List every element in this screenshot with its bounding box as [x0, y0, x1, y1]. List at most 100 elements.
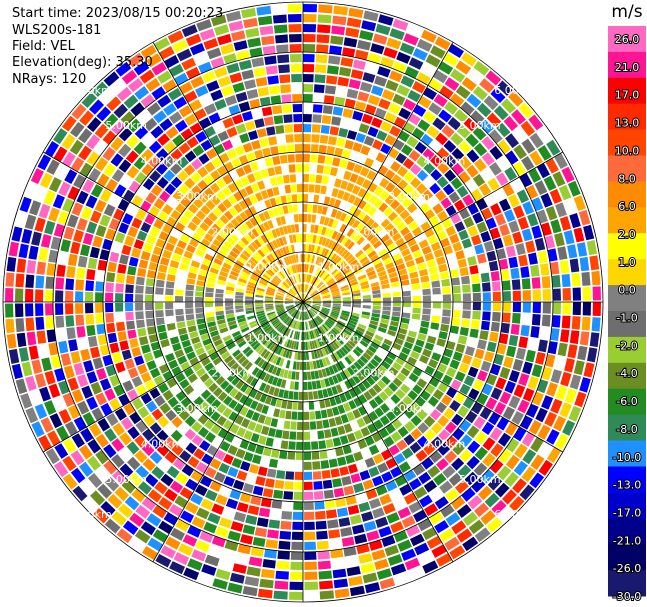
field-name: Field: VEL	[12, 39, 75, 54]
range-gate	[573, 195, 586, 211]
range-gate	[457, 464, 472, 478]
range-gate	[530, 437, 544, 453]
range-gate	[447, 117, 462, 131]
range-gate	[512, 478, 527, 494]
range-gate	[328, 229, 335, 238]
range-gate	[482, 292, 491, 302]
range-gate	[352, 299, 361, 302]
range-gate	[487, 476, 503, 491]
range-gate	[462, 511, 478, 526]
range-gate	[381, 375, 391, 385]
range-gate	[380, 318, 390, 325]
range-gate	[310, 371, 316, 380]
range-gate	[388, 366, 399, 376]
range-gate	[337, 278, 346, 284]
range-gate	[507, 194, 520, 208]
range-gate	[438, 331, 448, 340]
range-gate	[415, 449, 428, 462]
range-gate	[303, 264, 305, 272]
range-gate	[421, 457, 434, 470]
range-gate	[505, 150, 519, 165]
range-gate	[482, 282, 491, 292]
range-gate	[383, 206, 393, 217]
range-gate	[351, 287, 360, 292]
range-gate	[324, 429, 332, 439]
range-gate	[360, 368, 369, 378]
range-gate	[463, 117, 478, 132]
range-gate	[365, 488, 378, 500]
range-gate	[456, 528, 473, 543]
range-gate	[543, 175, 557, 191]
range-gate	[455, 85, 471, 100]
range-gate	[417, 119, 431, 132]
range-gate	[337, 320, 346, 326]
range-gate	[309, 174, 316, 183]
range-gate	[384, 544, 399, 557]
range-gate	[480, 320, 490, 331]
range-gate	[437, 443, 451, 456]
range-gate	[324, 378, 331, 387]
range-gate	[330, 35, 344, 45]
range-gate	[343, 267, 352, 275]
range-gate	[303, 194, 309, 203]
range-gate	[346, 273, 355, 280]
range-gate	[391, 406, 402, 417]
range-gate	[320, 185, 327, 195]
range-gate	[412, 48, 428, 61]
range-gate	[398, 130, 410, 143]
range-gate	[372, 240, 382, 249]
range-gate	[363, 333, 373, 341]
range-gate	[465, 346, 475, 357]
range-gate	[444, 154, 457, 168]
range-gate	[310, 275, 315, 284]
range-gate	[331, 328, 339, 336]
range-gate	[346, 228, 355, 237]
range-gate	[383, 386, 394, 397]
range-gate	[317, 315, 324, 322]
range-gate	[324, 275, 332, 282]
range-gate	[311, 307, 319, 313]
range-gate	[324, 261, 331, 270]
range-gate	[417, 422, 429, 434]
range-gate	[451, 413, 464, 426]
range-gate	[440, 197, 452, 209]
range-gate	[306, 264, 309, 273]
range-gate	[368, 399, 379, 409]
range-gate	[452, 427, 465, 441]
range-gate	[368, 182, 378, 193]
range-gate	[311, 124, 321, 133]
range-gate	[310, 244, 315, 253]
range-gate	[425, 54, 441, 68]
range-gate	[352, 59, 366, 70]
range-gate	[403, 171, 415, 183]
range-gate	[433, 370, 444, 381]
range-gate	[474, 446, 488, 461]
range-gate	[367, 327, 376, 334]
range-gate	[426, 335, 437, 344]
range-gate	[308, 321, 312, 329]
range-gate	[332, 292, 341, 296]
range-gate	[534, 237, 546, 251]
range-gate	[342, 304, 351, 307]
colorbar-tick-label: -30.0	[613, 590, 641, 603]
range-gate	[474, 431, 488, 445]
range-gate	[342, 444, 352, 455]
range-gate	[461, 77, 477, 92]
range-gate	[366, 270, 376, 277]
range-gate	[510, 324, 520, 335]
range-gate	[461, 487, 476, 502]
range-gate	[316, 281, 323, 288]
range-gate	[312, 277, 317, 285]
range-gate	[320, 379, 326, 388]
range-gate	[410, 415, 422, 427]
range-gate	[372, 297, 381, 302]
range-gate	[424, 503, 439, 517]
range-gate	[366, 530, 380, 542]
range-gate	[388, 444, 400, 456]
range-gate	[466, 164, 479, 178]
range-gate	[303, 54, 315, 63]
range-gate	[310, 289, 317, 296]
range-gate	[462, 293, 471, 302]
range-gate	[389, 276, 399, 283]
range-gate	[379, 391, 389, 402]
